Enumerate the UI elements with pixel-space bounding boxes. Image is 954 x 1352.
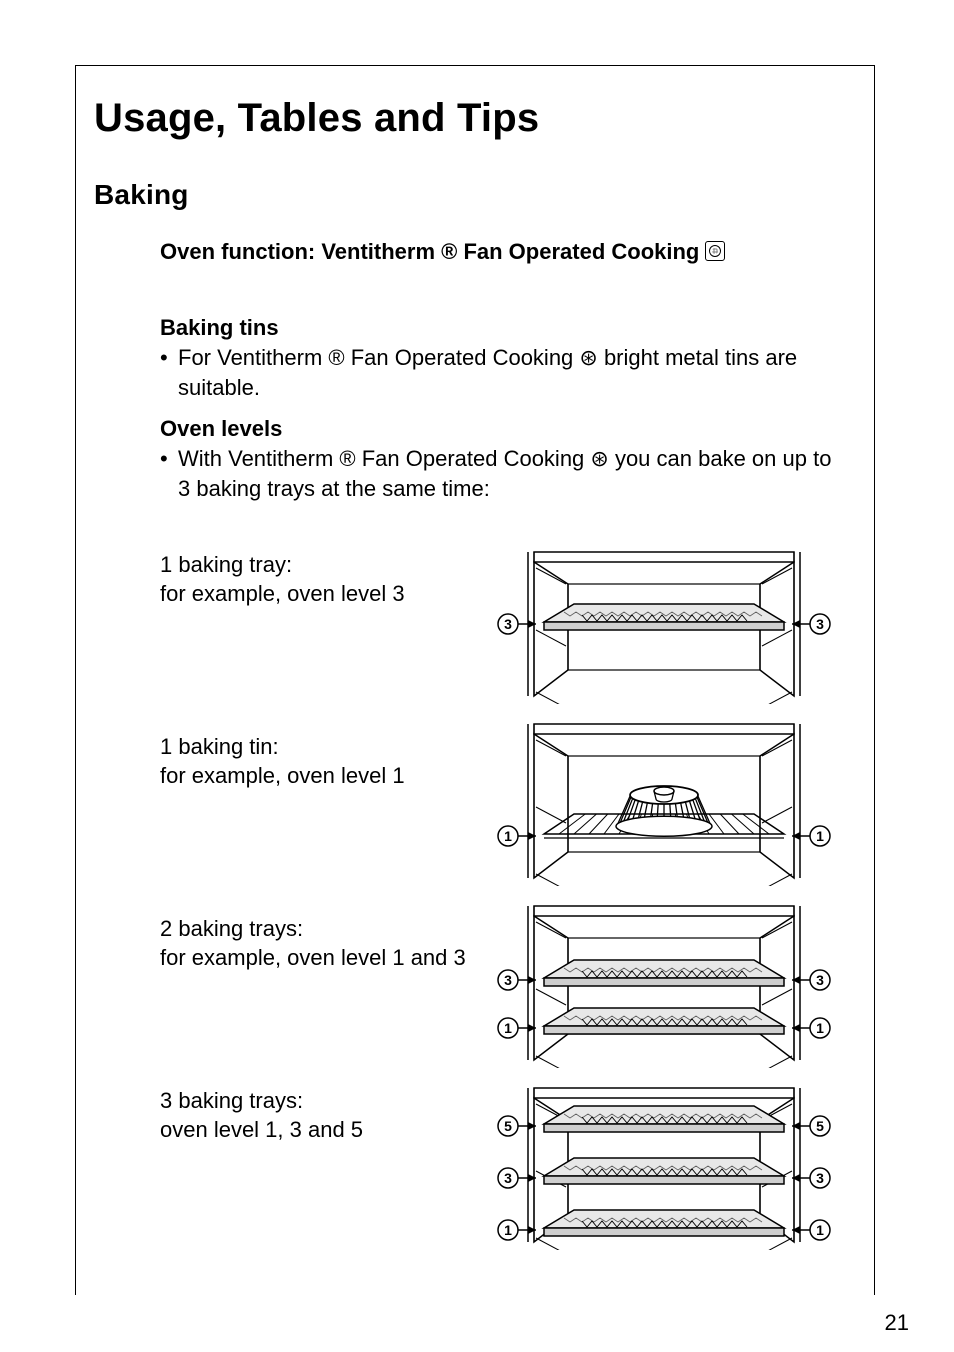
page-number: 21 [885,1310,909,1336]
example-line2: for example, oven level 3 [160,579,494,609]
oven-levels-list: With Ventitherm ® Fan Operated Cooking ⊛… [160,444,834,503]
svg-text:1: 1 [816,1020,824,1036]
example-text: 2 baking trays: for example, oven level … [160,898,494,973]
svg-text:3: 3 [504,616,512,632]
section-title: Baking [94,179,834,211]
svg-text:1: 1 [816,1222,824,1238]
example-text: 3 baking trays: oven level 1, 3 and 5 [160,1080,494,1145]
main-title: Usage, Tables and Tips [94,96,834,141]
svg-text:5: 5 [504,1118,512,1134]
example-line1: 1 baking tray: [160,550,494,580]
baking-tins-heading: Baking tins [160,315,834,341]
example-text: 1 baking tray: for example, oven level 3 [160,544,494,609]
content-indent: Oven function: Ventitherm ® Fan Operated… [160,239,834,1250]
list-item: For Ventitherm ® Fan Operated Cooking ⊛ … [160,343,834,402]
svg-text:3: 3 [504,972,512,988]
oven-diagram-1tray: 33 [494,544,834,704]
oven-function-heading: Oven function: Ventitherm ® Fan Operated… [160,239,834,265]
oven-diagram-1tin: 11 [494,716,834,886]
svg-text:1: 1 [504,1020,512,1036]
example-line2: for example, oven level 1 and 3 [160,943,494,973]
example-text: 1 baking tin: for example, oven level 1 [160,716,494,791]
baking-tins-list: For Ventitherm ® Fan Operated Cooking ⊛ … [160,343,834,402]
manual-page: Usage, Tables and Tips Baking Oven funct… [75,65,875,1295]
oven-levels-heading: Oven levels [160,416,834,442]
example-line1: 3 baking trays: [160,1086,494,1116]
oven-diagram-3trays: 5 5 3 3 1 1 [494,1080,834,1250]
svg-text:3: 3 [816,1170,824,1186]
example-row: 2 baking trays: for example, oven level … [160,898,834,1068]
example-row: 1 baking tray: for example, oven level 3… [160,544,834,704]
svg-text:3: 3 [504,1170,512,1186]
svg-text:1: 1 [504,828,512,844]
svg-text:1: 1 [504,1222,512,1238]
list-item: With Ventitherm ® Fan Operated Cooking ⊛… [160,444,834,503]
example-line2: oven level 1, 3 and 5 [160,1115,494,1145]
svg-text:3: 3 [816,616,824,632]
svg-text:1: 1 [816,828,824,844]
example-row: 1 baking tin: for example, oven level 1 … [160,716,834,886]
fan-icon [705,241,725,261]
svg-text:3: 3 [816,972,824,988]
example-line1: 2 baking trays: [160,914,494,944]
examples: 1 baking tray: for example, oven level 3… [160,544,834,1250]
oven-diagram-2trays: 3 3 1 1 [494,898,834,1068]
svg-text:5: 5 [816,1118,824,1134]
example-line1: 1 baking tin: [160,732,494,762]
example-line2: for example, oven level 1 [160,761,494,791]
example-row: 3 baking trays: oven level 1, 3 and 5 55… [160,1080,834,1250]
oven-function-text: Oven function: Ventitherm ® Fan Operated… [160,239,705,264]
